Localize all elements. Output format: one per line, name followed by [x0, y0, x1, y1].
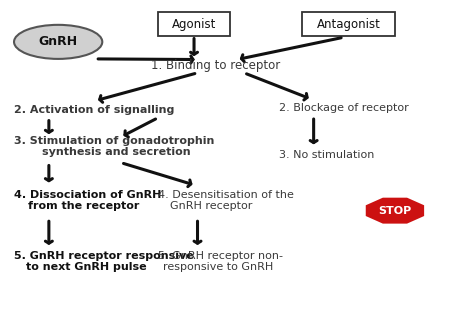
Text: 3. No stimulation: 3. No stimulation — [279, 150, 374, 160]
Text: 5. GnRH receptor non-: 5. GnRH receptor non- — [158, 251, 283, 261]
Text: responsive to GnRH: responsive to GnRH — [163, 262, 273, 272]
Ellipse shape — [14, 25, 102, 59]
Text: to next GnRH pulse: to next GnRH pulse — [26, 262, 146, 272]
Text: from the receptor: from the receptor — [28, 201, 139, 211]
Text: 5. GnRH receptor responsive: 5. GnRH receptor responsive — [14, 251, 194, 261]
FancyBboxPatch shape — [302, 12, 395, 36]
Text: Agonist: Agonist — [172, 18, 216, 31]
Text: 2. Activation of signalling: 2. Activation of signalling — [14, 105, 174, 115]
Text: Antagonist: Antagonist — [317, 18, 381, 31]
Text: GnRH receptor: GnRH receptor — [170, 201, 252, 211]
Polygon shape — [366, 198, 424, 224]
Text: STOP: STOP — [378, 206, 411, 216]
Text: 2. Blockage of receptor: 2. Blockage of receptor — [279, 103, 409, 113]
Text: 1. Binding to receptor: 1. Binding to receptor — [152, 58, 281, 72]
Polygon shape — [366, 198, 424, 224]
Text: 4. Dissociation of GnRH: 4. Dissociation of GnRH — [14, 190, 162, 199]
Text: 3. Stimulation of gonadotrophin: 3. Stimulation of gonadotrophin — [14, 136, 214, 146]
Text: 4. Desensitisation of the: 4. Desensitisation of the — [158, 190, 294, 199]
FancyBboxPatch shape — [158, 12, 230, 36]
Text: synthesis and secretion: synthesis and secretion — [42, 147, 191, 157]
Text: GnRH: GnRH — [38, 35, 78, 48]
